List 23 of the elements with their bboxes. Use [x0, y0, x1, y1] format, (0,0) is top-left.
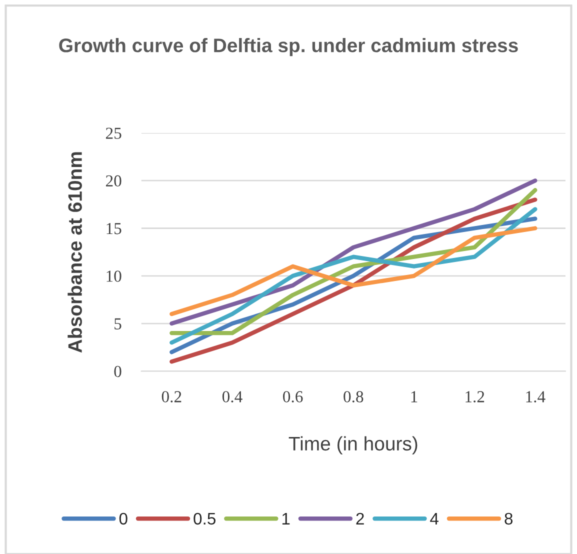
y-tick-label: 5 — [114, 318, 122, 330]
x-tick-label: 1.4 — [526, 391, 546, 402]
legend-label: 8 — [504, 512, 513, 525]
legend-label: 0.5 — [194, 512, 216, 525]
y-tick-label: 15 — [106, 223, 122, 234]
y-tick-label: 20 — [106, 175, 122, 187]
chart-title: Growth curve of Delftia sp. under cadmium stress — [59, 38, 518, 56]
line-series — [170, 198, 538, 364]
y-tick-label: 25 — [106, 128, 122, 139]
x-tick-label: 1.2 — [466, 391, 484, 402]
x-tick-label: 0.6 — [283, 391, 303, 402]
y-tick-label: 0 — [114, 366, 122, 378]
x-axis-title: Time (in hours) — [288, 436, 418, 454]
y-axis-title: Absorbance at 610nm — [68, 152, 82, 353]
legend-label: 1 — [282, 512, 290, 524]
line-series — [170, 226, 538, 316]
x-tick-label: 1 — [411, 391, 418, 402]
y-tick-label: 10 — [106, 270, 122, 282]
x-tick-label: 0.2 — [162, 391, 182, 402]
x-tick-label: 0.4 — [222, 391, 242, 402]
legend-label: 2 — [356, 512, 364, 524]
x-tick-label: 0.8 — [344, 391, 364, 402]
legend-label: 4 — [430, 512, 438, 524]
